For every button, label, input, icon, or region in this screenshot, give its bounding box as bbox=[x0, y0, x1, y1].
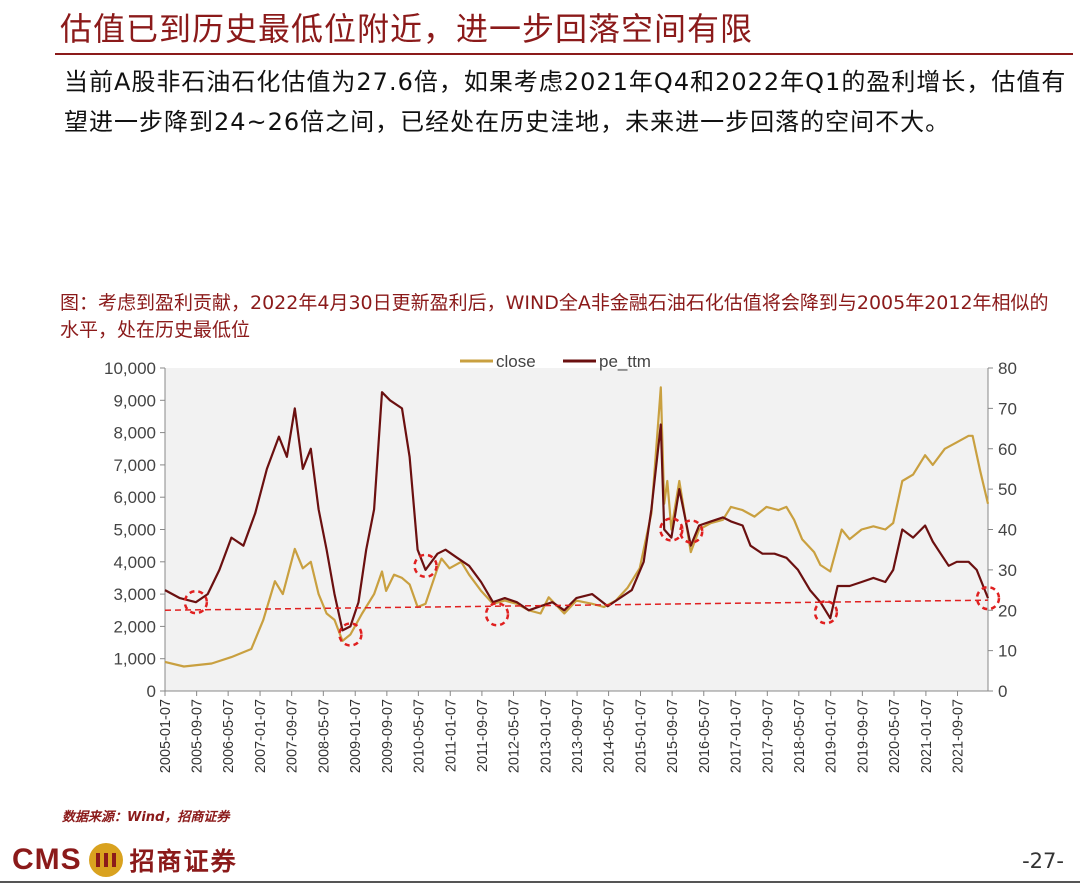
legend: close pe_ttm bbox=[460, 352, 651, 371]
x-tick-label: 2011-09-07 bbox=[475, 699, 491, 772]
x-tick-label: 2021-01-07 bbox=[919, 699, 935, 773]
legend-label-close: close bbox=[496, 352, 536, 371]
footer-divider bbox=[0, 881, 1080, 883]
page-number: -27- bbox=[1022, 849, 1064, 873]
x-tick-label: 2011-01-07 bbox=[443, 699, 459, 772]
left-tick-label: 7,000 bbox=[113, 456, 156, 475]
highlight-circle bbox=[813, 600, 839, 625]
x-tick-label: 2020-05-07 bbox=[887, 699, 903, 773]
right-tick-label: 70 bbox=[998, 399, 1017, 418]
x-tick-label: 2014-05-07 bbox=[602, 699, 618, 773]
left-tick-label: 1,000 bbox=[113, 650, 156, 669]
data-source-note: 数据来源：Wind，招商证券 bbox=[62, 810, 230, 825]
right-tick-label: 40 bbox=[998, 521, 1017, 540]
right-tick-label: 60 bbox=[998, 440, 1017, 459]
lead-paragraph: 当前A股非石油石化估值为27.6倍，如果考虑2021年Q4和2022年Q1的盈利… bbox=[64, 68, 1067, 136]
cms-logo: CMS 招商证券 bbox=[12, 840, 238, 880]
x-tick-label: 2013-01-07 bbox=[538, 699, 554, 773]
left-tick-label: 9,000 bbox=[113, 391, 156, 410]
left-tick-label: 3,000 bbox=[113, 585, 156, 604]
x-tick-label: 2013-09-07 bbox=[570, 699, 586, 773]
x-tick-label: 2010-05-07 bbox=[411, 699, 427, 773]
x-tick-label: 2015-09-07 bbox=[665, 699, 681, 773]
x-tick-label: 2018-05-07 bbox=[792, 699, 808, 773]
right-tick-label: 30 bbox=[998, 561, 1017, 580]
right-tick-label: 0 bbox=[998, 682, 1007, 701]
x-tick-label: 2009-01-07 bbox=[348, 699, 364, 773]
x-tick-label: 2017-01-07 bbox=[729, 699, 745, 773]
plot-area bbox=[165, 368, 988, 691]
x-tick-label: 2016-05-07 bbox=[697, 699, 713, 773]
logo-chinese-text: 招商证券 bbox=[129, 847, 238, 876]
highlight-circle bbox=[413, 553, 438, 579]
x-tick-label: 2009-09-07 bbox=[380, 699, 396, 773]
right-tick-label: 50 bbox=[998, 480, 1017, 499]
title-divider bbox=[55, 53, 1073, 55]
left-tick-label: 6,000 bbox=[113, 488, 156, 507]
series-line-pe-ttm bbox=[164, 391, 990, 632]
logo-latin-text: CMS bbox=[12, 843, 82, 876]
x-tick-label: 2019-01-07 bbox=[824, 699, 840, 773]
x-tick-label: 2015-01-07 bbox=[633, 699, 649, 773]
cms-badge-icon bbox=[88, 843, 123, 877]
x-tick-label: 2021-09-07 bbox=[951, 699, 967, 773]
right-tick-label: 20 bbox=[998, 601, 1017, 620]
right-tick-label: 80 bbox=[998, 359, 1017, 378]
highlight-circle bbox=[659, 517, 684, 542]
right-tick-label: 10 bbox=[998, 642, 1017, 661]
highlight-circle bbox=[183, 589, 209, 615]
x-tick-label: 2008-05-07 bbox=[316, 699, 332, 773]
left-tick-label: 0 bbox=[147, 682, 156, 701]
left-tick-label: 10,000 bbox=[104, 359, 156, 378]
x-tick-label: 2019-09-07 bbox=[855, 699, 871, 773]
left-tick-label: 8,000 bbox=[113, 424, 156, 443]
left-tick-label: 4,000 bbox=[113, 553, 156, 572]
left-tick-label: 5,000 bbox=[113, 521, 156, 540]
reference-trend-line bbox=[164, 599, 989, 611]
x-tick-label: 2005-01-07 bbox=[158, 699, 174, 773]
x-tick-label: 2012-05-07 bbox=[507, 699, 523, 773]
left-tick-label: 2,000 bbox=[113, 617, 156, 636]
x-tick-label: 2005-09-07 bbox=[190, 699, 206, 773]
x-tick-label: 2007-09-07 bbox=[285, 699, 301, 773]
series-line-close bbox=[164, 386, 990, 668]
page-title: 估值已到历史最低位附近，进一步回落空间有限 bbox=[60, 10, 754, 48]
pe-close-line-chart: 0 1,000 2,000 3,000 4,000 5,000 6,000 7,000 8,00… bbox=[104, 352, 1017, 773]
x-tick-label: 2007-01-07 bbox=[253, 699, 269, 773]
figure-title: 图：考虑到盈利贡献，2022年4月30日更新盈利后，WIND全A非金融石油石化估… bbox=[60, 292, 1049, 341]
x-tick-label: 2017-09-07 bbox=[760, 699, 776, 773]
legend-label-pe-ttm: pe_ttm bbox=[599, 352, 651, 371]
x-tick-label: 2006-05-07 bbox=[221, 699, 237, 773]
